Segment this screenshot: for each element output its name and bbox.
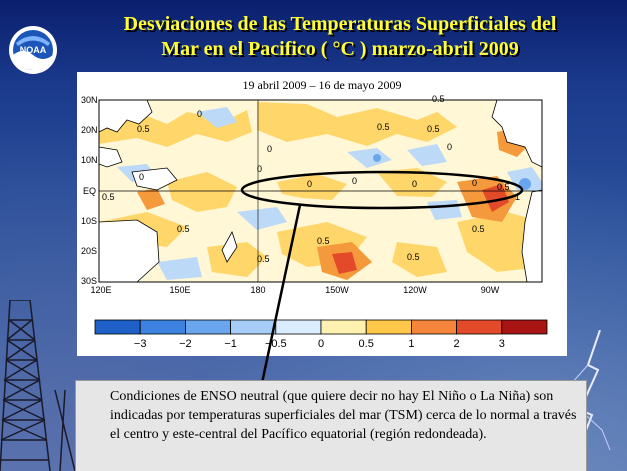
colorbar-swatch bbox=[320, 319, 367, 335]
contour-label: 0 bbox=[139, 172, 144, 182]
noaa-logo: NOAA bbox=[9, 26, 57, 74]
caption-box: Condiciones de ENSO neutral (que quiere … bbox=[75, 380, 587, 471]
slide-title-line-1: Desviaciones de las Temperaturas Superfi… bbox=[123, 13, 557, 35]
colorbar-ticks: −3 −2 −1 −0.5 0 0.5 1 2 3 bbox=[134, 338, 505, 350]
contour-label: 0 bbox=[412, 179, 417, 189]
caption-text: Condiciones de ENSO neutral (que quiere … bbox=[110, 389, 577, 442]
radio-tower-image bbox=[0, 300, 76, 471]
colorbar-swatch bbox=[185, 319, 232, 335]
colorbar-swatch bbox=[94, 319, 141, 335]
colorbar-swatch bbox=[501, 319, 548, 335]
colorbar-swatch bbox=[139, 319, 186, 335]
contour-label: 0.5 bbox=[407, 252, 420, 262]
contour-label: 0 bbox=[307, 179, 312, 189]
colorbar-tick-label: 0 bbox=[318, 338, 324, 350]
contour-label: 0.5 bbox=[427, 124, 440, 134]
landmasses bbox=[98, 99, 543, 283]
contour-label: 0.5 bbox=[317, 236, 330, 246]
anomaly-fields bbox=[99, 102, 542, 280]
contour-label: 1 bbox=[515, 192, 520, 202]
lon-label-120w: 120W bbox=[403, 285, 427, 295]
contour-label: 0 bbox=[257, 164, 262, 174]
colorbar-tick-label: 0.5 bbox=[359, 338, 374, 350]
longitude-labels: 120E 150E 180 150W 120W 90W bbox=[90, 285, 499, 295]
slide-title: Desviaciones de las Temperaturas Superfi… bbox=[60, 12, 620, 62]
lon-label-120e: 120E bbox=[90, 285, 111, 295]
colorbar bbox=[94, 319, 548, 335]
colorbar-swatch bbox=[365, 319, 412, 335]
contour-label: 0.5 bbox=[432, 94, 445, 104]
colorbar-swatch bbox=[275, 319, 322, 335]
lat-label-10n: 10N bbox=[81, 155, 98, 165]
sst-anomaly-map-panel: 30N 20N 10N EQ 10S 20S 30S 120E 150E 180… bbox=[77, 72, 567, 356]
lon-label-90w: 90W bbox=[481, 285, 500, 295]
colorbar-tick-label: −0.5 bbox=[265, 338, 287, 350]
colorbar-swatch bbox=[456, 319, 503, 335]
lon-label-150w: 150W bbox=[325, 285, 349, 295]
enso-region-ellipse bbox=[240, 170, 524, 210]
lat-label-10s: 10S bbox=[81, 216, 97, 226]
lat-label-eq: EQ bbox=[83, 186, 96, 196]
contour-label: 0.5 bbox=[102, 192, 115, 202]
latitude-labels: 30N 20N 10N EQ 10S 20S 30S bbox=[81, 95, 98, 286]
colorbar-swatch bbox=[410, 319, 457, 335]
contour-label: 0 bbox=[447, 142, 452, 152]
lon-label-150e: 150E bbox=[169, 285, 190, 295]
contour-label: 0 bbox=[472, 178, 477, 188]
colorbar-tick-label: 2 bbox=[454, 338, 460, 350]
colorbar-swatch bbox=[230, 319, 277, 335]
noaa-logo-text: NOAA bbox=[20, 45, 47, 55]
colorbar-tick-label: 1 bbox=[408, 338, 414, 350]
contour-label: 0.5 bbox=[472, 224, 485, 234]
contour-label: 0.5 bbox=[177, 224, 190, 234]
colorbar-tick-label: −3 bbox=[134, 338, 147, 350]
contour-label: 0.5 bbox=[377, 122, 390, 132]
contour-label: 0.5 bbox=[257, 254, 270, 264]
sst-anomaly-map: 30N 20N 10N EQ 10S 20S 30S 120E 150E 180… bbox=[81, 94, 548, 350]
lat-label-30s: 30S bbox=[81, 276, 97, 286]
slide-title-line-2: Mar en el Pacifico ( °C ) marzo-abril 20… bbox=[161, 38, 519, 60]
map-period-label: 19 abril 2009 – 16 de mayo 2009 bbox=[242, 78, 402, 92]
lat-label-20s: 20S bbox=[81, 246, 97, 256]
contour-label: 0.5 bbox=[497, 182, 510, 192]
contour-label: 0 bbox=[352, 176, 357, 186]
colorbar-tick-label: 3 bbox=[499, 338, 505, 350]
lat-label-30n: 30N bbox=[81, 95, 98, 105]
contour-label: 0.5 bbox=[137, 124, 150, 134]
contour-label: 0 bbox=[267, 144, 272, 154]
lat-label-20n: 20N bbox=[81, 125, 98, 135]
colorbar-tick-label: −2 bbox=[179, 338, 192, 350]
lon-label-180: 180 bbox=[250, 285, 265, 295]
contour-label: 0 bbox=[197, 109, 202, 119]
colorbar-tick-label: −1 bbox=[224, 338, 237, 350]
